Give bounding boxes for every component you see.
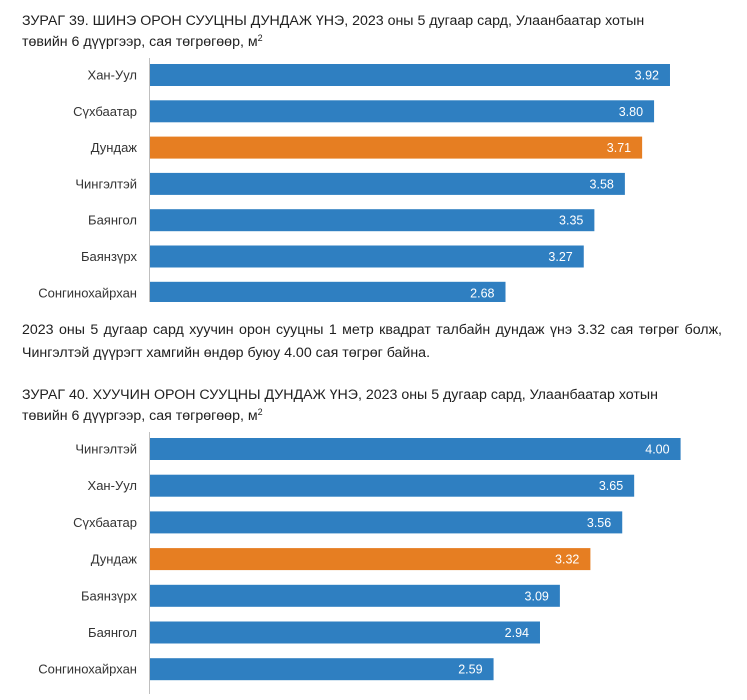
category-label: Дундаж xyxy=(91,140,138,155)
bar xyxy=(150,658,494,681)
data-label: 3.58 xyxy=(590,177,614,191)
bar xyxy=(150,584,560,607)
bar xyxy=(150,209,595,232)
figure-39-title-superscript: 2 xyxy=(257,33,263,43)
figure-40-title-line2: төвийн 6 дүүргээр, сая төгрөгөөр, м xyxy=(22,408,258,424)
category-label: Сүхбаатар xyxy=(73,515,137,530)
data-label: 3.92 xyxy=(635,69,659,83)
summary-paragraph: 2023 оны 5 дугаар сард хуучин орон сууцн… xyxy=(22,322,722,361)
data-label: 2.59 xyxy=(458,663,482,677)
category-label: Хан-Уул xyxy=(88,478,137,493)
figure-39-title-line2: төвийн 6 дүүргээр, сая төгрөгөөр, м xyxy=(22,34,258,50)
category-label: Сонгинохайрхан xyxy=(38,662,137,677)
figure-39-bar-chart: Хан-Уул 3.92 Сүхбаатар 3.80 Дундаж 3.71 Чингэл… xyxy=(0,58,747,302)
category-label: Баянгол xyxy=(88,625,137,640)
chart-1-svg: Хан-Уул 3.92 Сүхбаатар 3.80 Дундаж 3.71 Чингэл… xyxy=(38,58,670,302)
bar xyxy=(150,621,540,644)
figure-40-title-superscript: 2 xyxy=(257,407,263,417)
chart-2-svg: Чингэлтэй 4.00 Хан-Уул 3.65 Сүхбаатар 3.56 Дун… xyxy=(38,432,681,694)
bar-average xyxy=(150,548,591,571)
data-label: 3.56 xyxy=(587,516,611,530)
data-label: 3.32 xyxy=(555,553,579,567)
category-label: Дундаж xyxy=(91,552,138,567)
figure-40-caption: ЗУРАГ 40. ХУУЧИН ОРОН СУУЦНЫ ДУНДАЖ ҮНЭ,… xyxy=(22,385,722,427)
figure-39-caption: ЗУРАГ 39. ШИНЭ ОРОН СУУЦНЫ ДУНДАЖ ҮНЭ, 2… xyxy=(22,11,722,53)
bar xyxy=(150,474,635,497)
category-label: Баянзүрх xyxy=(81,249,138,264)
data-label: 2.94 xyxy=(505,626,529,640)
data-label: 3.35 xyxy=(559,214,583,228)
category-label: Чингэлтэй xyxy=(75,176,137,191)
data-label: 2.68 xyxy=(470,286,494,300)
category-label: Сонгинохайрхан xyxy=(38,285,137,300)
bar xyxy=(150,100,655,123)
bar xyxy=(150,438,681,460)
bar xyxy=(150,245,584,268)
figure-40-title-line1: ЗУРАГ 40. ХУУЧИН ОРОН СУУЦНЫ ДУНДАЖ ҮНЭ,… xyxy=(22,387,658,403)
category-label: Баянзүрх xyxy=(81,588,138,603)
category-label: Баянгол xyxy=(88,213,137,228)
category-label: Сүхбаатар xyxy=(73,104,137,119)
figure-40-bar-chart: Чингэлтэй 4.00 Хан-Уул 3.65 Сүхбаатар 3.56 Дун… xyxy=(0,432,747,694)
data-label: 3.09 xyxy=(525,589,549,603)
bar xyxy=(150,64,670,86)
figure-39-title-line1: ЗУРАГ 39. ШИНЭ ОРОН СУУЦНЫ ДУНДАЖ ҮНЭ, 2… xyxy=(22,13,645,29)
bar-average xyxy=(150,136,643,159)
bar xyxy=(150,511,623,534)
data-label: 4.00 xyxy=(645,443,669,457)
bar xyxy=(150,172,625,195)
data-label: 3.80 xyxy=(619,105,643,119)
category-label: Хан-Уул xyxy=(88,68,137,83)
data-label: 3.27 xyxy=(548,250,572,264)
data-label: 3.65 xyxy=(599,479,623,493)
data-label: 3.71 xyxy=(607,141,631,155)
category-label: Чингэлтэй xyxy=(75,442,137,457)
bar xyxy=(150,281,506,302)
